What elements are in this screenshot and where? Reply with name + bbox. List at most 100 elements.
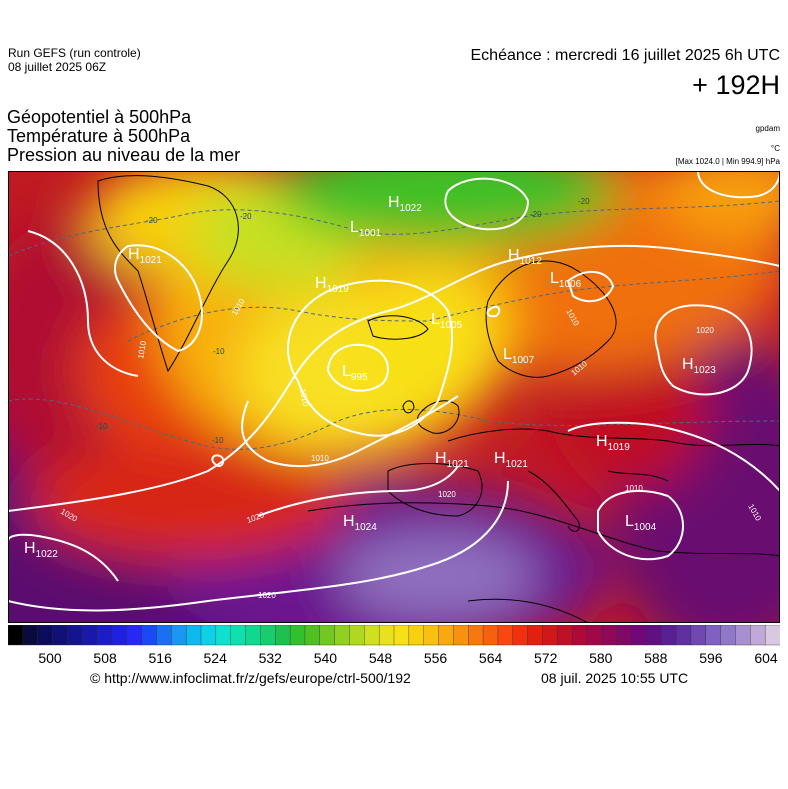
run-name: Run GEFS (run controle) <box>8 46 141 60</box>
pressure-center-label: H1021 <box>494 450 528 470</box>
color-swatch <box>82 625 98 646</box>
pressure-center-label: H1021 <box>128 246 162 266</box>
color-swatch <box>438 625 455 646</box>
temperature-value-label: -20 <box>578 197 590 206</box>
color-swatch <box>393 625 410 646</box>
color-swatch <box>171 625 187 646</box>
param-temperature: Température à 500hPa <box>7 126 191 146</box>
color-swatch <box>750 625 766 646</box>
color-swatch <box>735 625 752 646</box>
color-swatch <box>571 625 588 646</box>
temperature-value-label: -10 <box>96 422 108 431</box>
color-scale: 500 508 516 524 532 540 548 556 564 572 580 588 596 6… <box>8 625 780 666</box>
generated-timestamp: 08 juil. 2025 10:55 UTC <box>541 670 689 686</box>
param-geopotential: Géopotentiel à 500hPa <box>7 107 192 127</box>
unit-pressure: [Max 1024.0 | Min 994.9] hPa <box>675 157 780 166</box>
color-swatch <box>185 625 202 646</box>
pressure-center-label: H1019 <box>315 275 349 295</box>
color-swatch <box>557 625 573 646</box>
color-scale-tick-label: 588 <box>644 650 668 666</box>
pressure-center-label: H1022 <box>24 540 58 560</box>
color-swatch <box>260 625 276 646</box>
color-swatch <box>52 625 69 646</box>
parameter-list: Géopotentiel à 500hPa Température à 500h… <box>7 108 240 165</box>
color-swatch <box>497 625 514 646</box>
color-scale-tick-label: 596 <box>699 650 723 666</box>
color-swatch <box>37 625 54 646</box>
color-swatch <box>96 625 113 646</box>
color-swatch <box>423 625 440 646</box>
color-scale-tick-label: 524 <box>204 650 228 666</box>
pressure-center-label: H1023 <box>682 356 716 376</box>
color-swatch <box>156 625 173 646</box>
color-scale-tick-label: 540 <box>314 650 338 666</box>
pressure-center-label: L1007 <box>503 346 535 366</box>
color-scale-tick-label: 508 <box>93 650 117 666</box>
run-info: Run GEFS (run controle) 08 juillet 2025 … <box>8 46 141 74</box>
pressure-center-label: L1006 <box>550 270 582 290</box>
pressure-center-label: H1012 <box>508 247 542 267</box>
pressure-center-label: H1021 <box>435 450 469 470</box>
color-scale-tick-label: 564 <box>479 650 503 666</box>
isobar-value-label: 1010 <box>311 454 329 463</box>
isobar-value-label: 1020 <box>258 591 276 600</box>
temperature-value-label: -20 <box>530 210 542 219</box>
color-scale-tick-label: 516 <box>149 650 173 666</box>
color-swatch <box>334 625 351 646</box>
color-swatch <box>230 625 247 646</box>
color-swatch <box>275 625 291 646</box>
color-scale-tick-label: 572 <box>534 650 558 666</box>
color-swatch <box>67 625 83 646</box>
unit-geopotential: gpdam <box>755 124 780 133</box>
color-swatch <box>408 625 425 646</box>
map-frame <box>8 171 780 623</box>
color-swatch <box>215 625 232 646</box>
color-swatch <box>601 625 618 646</box>
pressure-center-label: L995 <box>342 363 368 383</box>
color-swatch <box>690 625 707 646</box>
color-swatch <box>512 625 529 646</box>
temperature-value-label: -10 <box>213 347 225 356</box>
isobar-value-label: 1010 <box>136 340 148 360</box>
color-scale-tick-label: 548 <box>369 650 393 666</box>
isobar-value-label: 1010 <box>625 484 643 493</box>
forecast-valid-time: Echéance : mercredi 16 juillet 2025 6h U… <box>470 47 781 64</box>
run-date: 08 juillet 2025 06Z <box>8 60 107 74</box>
color-swatch <box>364 625 380 646</box>
weather-map: H1022 H1021 L1001 H1019 L995 L1005 H1012… <box>8 171 780 623</box>
color-swatch <box>720 625 737 646</box>
color-swatch <box>126 625 143 646</box>
color-swatch <box>378 625 395 646</box>
color-swatch <box>8 625 24 646</box>
unit-temperature: °C <box>771 144 780 153</box>
color-scale-swatches <box>8 625 780 646</box>
color-swatch <box>542 625 559 646</box>
color-swatch <box>349 625 366 646</box>
color-scale-tick-label: 500 <box>38 650 62 666</box>
color-swatch <box>661 625 677 646</box>
color-swatch <box>764 625 780 646</box>
temperature-labels: -20 -20 -20 -10 -10 -10 -20 <box>96 197 590 445</box>
temperature-value-label: -20 <box>146 216 158 225</box>
color-scale-tick-label: 580 <box>589 650 613 666</box>
pressure-center-label: H1022 <box>388 194 422 214</box>
color-swatch <box>289 625 306 646</box>
color-swatch <box>527 625 544 646</box>
color-scale-tick-label: 532 <box>259 650 283 666</box>
color-swatch <box>482 625 499 646</box>
temperature-value-label: -20 <box>240 212 252 221</box>
temperature-isolines <box>8 200 780 450</box>
color-swatch <box>111 625 128 646</box>
color-swatch <box>319 625 336 646</box>
isobars <box>8 171 780 612</box>
pressure-center-label: L1001 <box>350 219 382 239</box>
color-scale-labels: 500 508 516 524 532 540 548 556 564 572 580 588 596 6… <box>38 650 778 666</box>
color-scale-tick-label: 556 <box>424 650 448 666</box>
color-scale-tick-label: 604 <box>754 650 778 666</box>
color-swatch <box>245 625 262 646</box>
color-swatch <box>141 625 158 646</box>
isobar-value-label: 1020 <box>696 326 714 335</box>
pressure-center-label: H1019 <box>596 433 630 453</box>
pressure-centers: H1022 H1021 L1001 H1019 L995 L1005 H1012… <box>24 194 716 560</box>
color-swatch <box>200 625 217 646</box>
